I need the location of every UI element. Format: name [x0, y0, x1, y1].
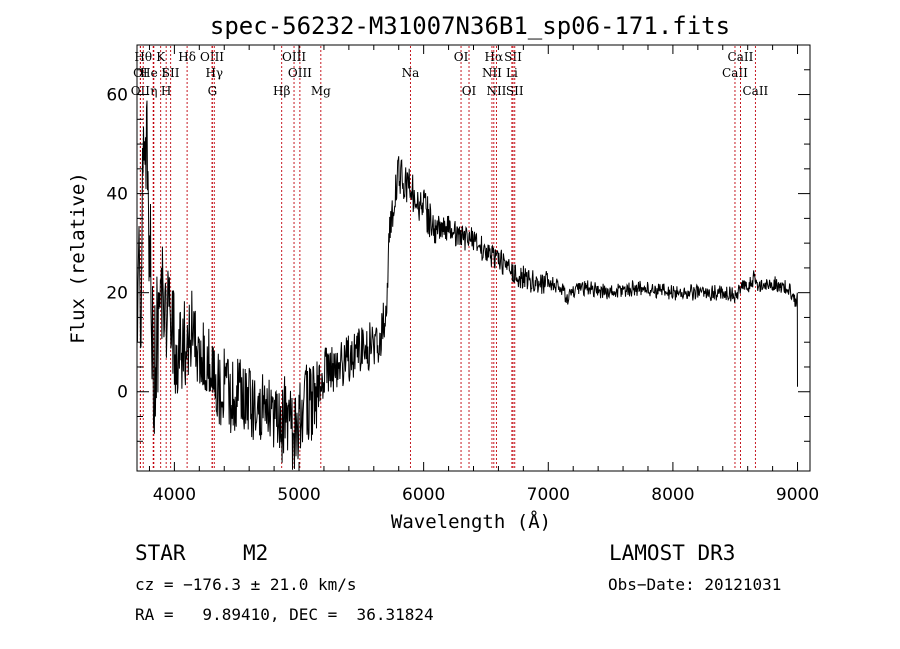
line-marker-label: η: [150, 84, 157, 98]
redshift-text: cz = −176.3 ± 21.0 km/s: [135, 575, 357, 594]
line-marker-label: Hθ: [134, 50, 152, 64]
line-marker-label: OIII: [288, 66, 312, 80]
line-marker-label: Hβ: [273, 84, 290, 98]
ra-dec-text: RA = 9.89410, DEC = 36.31824: [135, 605, 434, 624]
y-tick-label: 60: [106, 86, 128, 106]
line-marker-label: Hγ: [205, 66, 223, 80]
line-marker-label: OI: [462, 84, 477, 98]
line-marker-label: NII: [486, 84, 506, 98]
spectrum-line: [136, 100, 798, 470]
line-marker-label: Na: [402, 66, 420, 80]
chart-title: spec-56232-M31007N36B1_sp06-171.fits: [210, 12, 730, 40]
x-tick-label: 6000: [402, 485, 445, 505]
line-marker-label: SII: [504, 50, 522, 64]
y-tick-label: 0: [117, 383, 128, 403]
line-marker-label: CaII: [742, 84, 768, 98]
line-marker-label: OI: [454, 50, 469, 64]
line-marker-label: CaII: [722, 66, 748, 80]
line-marker-label: H: [161, 84, 171, 98]
line-marker-label: Mg: [311, 84, 331, 98]
line-marker-label: Hα: [485, 50, 504, 64]
line-marker-label: SII: [506, 84, 524, 98]
line-marker-label: SII: [162, 66, 180, 80]
x-axis-label: Wavelength (Å): [391, 510, 551, 533]
line-marker-label: CaII: [728, 50, 754, 64]
x-tick-label: 4000: [153, 485, 196, 505]
line-marker-label: Hδ: [178, 50, 196, 64]
line-marker-label: K: [156, 50, 166, 64]
y-tick-label: 20: [106, 284, 128, 304]
y-axis-label: Flux (relative): [67, 172, 89, 344]
line-marker-label: OIII: [282, 50, 306, 64]
line-marker-label: He I: [140, 66, 166, 80]
survey-name: LAMOST DR3: [609, 541, 736, 565]
line-marker-label: NII: [482, 66, 502, 80]
obs-date-text: Obs−Date: 20121031: [608, 575, 782, 594]
line-marker-label: G: [208, 84, 218, 98]
object-class: STAR: [135, 541, 186, 565]
x-tick-label: 8000: [651, 485, 694, 505]
line-marker-label: OIII: [200, 50, 224, 64]
axis-ticks: 4000 5000 6000 7000 8000 9000 0 20 40 60: [106, 45, 819, 505]
x-tick-label: 5000: [277, 485, 320, 505]
plot-frame: [136, 44, 811, 472]
object-subclass: M2: [243, 541, 269, 565]
y-tick-label: 40: [106, 185, 128, 205]
line-marker-label: Li: [506, 66, 518, 80]
x-tick-label: 9000: [776, 485, 819, 505]
x-tick-label: 7000: [527, 485, 570, 505]
